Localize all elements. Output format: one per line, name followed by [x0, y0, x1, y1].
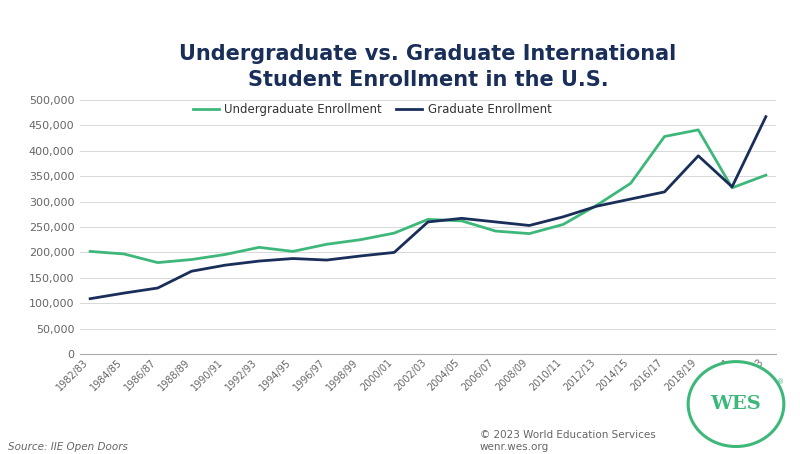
Text: WES: WES — [710, 395, 762, 413]
Ellipse shape — [688, 361, 784, 447]
Legend: Undergraduate Enrollment, Graduate Enrollment: Undergraduate Enrollment, Graduate Enrol… — [188, 98, 557, 121]
Text: ®: ® — [777, 379, 784, 385]
Text: Source: IIE Open Doors: Source: IIE Open Doors — [8, 442, 128, 452]
Title: Undergraduate vs. Graduate International
Student Enrollment in the U.S.: Undergraduate vs. Graduate International… — [179, 44, 677, 90]
Text: © 2023 World Education Services
wenr.wes.org: © 2023 World Education Services wenr.wes… — [480, 430, 656, 452]
